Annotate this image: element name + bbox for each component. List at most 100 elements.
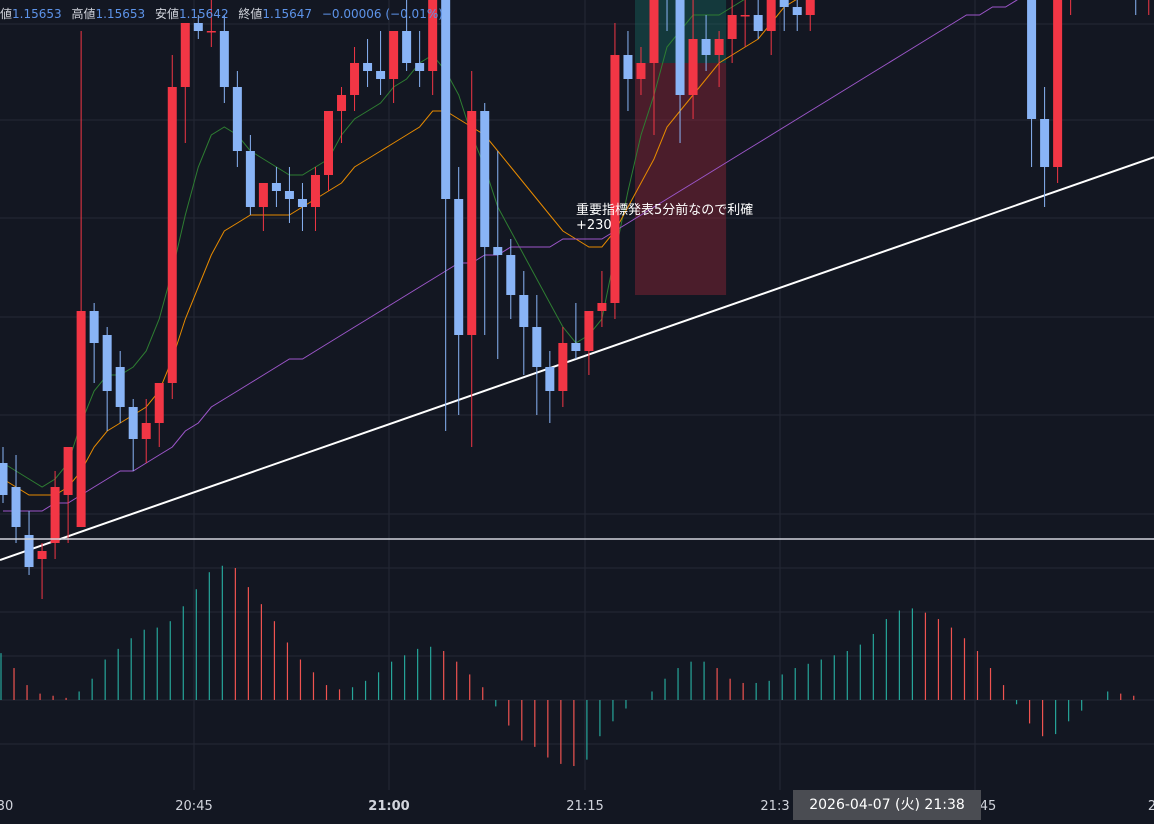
- candle-body: [1040, 119, 1050, 167]
- candle: [467, 71, 477, 447]
- candle: [1040, 87, 1050, 207]
- candle: [154, 383, 164, 447]
- candle-body: [128, 407, 138, 439]
- high-value: 1.15653: [95, 7, 146, 21]
- candle-body: [623, 55, 633, 79]
- candle: [805, 0, 815, 31]
- candle-body: [519, 295, 529, 327]
- candle-body: [493, 247, 503, 255]
- candle-body: [76, 311, 86, 527]
- candle-body: [467, 111, 477, 335]
- candle-body: [1027, 0, 1037, 119]
- candle: [324, 111, 333, 191]
- candle: [206, 0, 216, 47]
- grid: [0, 0, 1154, 790]
- candle-body: [297, 199, 307, 207]
- candle: [571, 303, 581, 359]
- candle: [441, 0, 451, 431]
- candle: [666, 0, 668, 31]
- candle-body: [558, 343, 568, 391]
- candle-body: [506, 255, 516, 295]
- candle-body: [350, 63, 360, 95]
- candle: [584, 311, 594, 375]
- candle-body: [610, 55, 620, 303]
- candle-body: [24, 535, 34, 567]
- trend-line[interactable]: [0, 156, 1154, 561]
- candle: [792, 0, 802, 31]
- candle: [688, 0, 698, 119]
- ma-slow-line: [3, 0, 1018, 512]
- open-value: 1.15653: [12, 7, 62, 21]
- candle-body: [89, 311, 99, 343]
- candle-body: [428, 0, 438, 71]
- candle: [597, 271, 607, 327]
- text-annotation[interactable]: 重要指標発表5分前なので利確 +230: [576, 203, 753, 233]
- candle: [297, 183, 307, 231]
- candle-body: [219, 31, 229, 87]
- candle-body: [545, 367, 555, 391]
- candle-body: [727, 15, 737, 39]
- candle: [415, 31, 425, 87]
- candle-body: [805, 0, 815, 15]
- candle-body: [532, 327, 542, 367]
- x-tick-label: 21:15: [566, 799, 604, 814]
- low-value: 1.15642: [178, 7, 229, 21]
- change-value: −0.00006 (−0.01%): [321, 7, 443, 21]
- candle: [219, 15, 229, 103]
- x-tick-label: 30: [0, 799, 14, 814]
- candle: [740, 0, 750, 47]
- candle-body: [258, 183, 268, 207]
- candle-body: [337, 95, 347, 111]
- candle-body: [154, 383, 164, 423]
- candle-body: [102, 335, 112, 391]
- ohlc-legend: 値1.15653 高値1.15653 安値1.15642 終値1.15647 −…: [0, 5, 449, 22]
- candle: [506, 239, 516, 319]
- candle-body: [232, 87, 242, 151]
- candle: [350, 47, 360, 111]
- candle: [180, 23, 190, 143]
- high-label: 高値: [71, 7, 96, 21]
- candle: [167, 55, 177, 399]
- candle-body: [271, 183, 281, 191]
- candle-body: [141, 423, 151, 439]
- candle: [1053, 0, 1063, 183]
- candle: [493, 151, 503, 359]
- candle-body: [284, 191, 294, 199]
- candle-body: [571, 343, 581, 351]
- candle: [480, 103, 490, 335]
- candle-body: [310, 175, 320, 207]
- candle: [284, 167, 294, 223]
- candle-body: [714, 39, 724, 55]
- candle-body: [636, 63, 646, 79]
- candle: [1135, 0, 1137, 15]
- candle-body: [180, 23, 190, 87]
- candle: [753, 0, 763, 39]
- candle-body: [480, 111, 490, 247]
- candle: [258, 183, 268, 231]
- candle: [727, 0, 737, 63]
- candle-body: [363, 63, 373, 71]
- candle-body: [193, 23, 203, 31]
- support-trendline: [0, 156, 1154, 561]
- candle: [623, 31, 633, 111]
- candle-body: [753, 15, 763, 31]
- candle: [766, 0, 776, 55]
- candle: [89, 303, 99, 383]
- candle: [389, 31, 399, 103]
- candle: [115, 351, 125, 423]
- candle: [37, 543, 47, 599]
- candle-body: [441, 0, 451, 199]
- candle-body: [792, 7, 802, 15]
- candle: [310, 167, 320, 231]
- candle: [649, 0, 659, 135]
- candle-body: [376, 71, 386, 79]
- candle-body: [206, 31, 216, 33]
- x-tick-label: 21:3: [760, 799, 790, 814]
- candle-body: [1053, 0, 1063, 168]
- candle: [779, 0, 789, 31]
- candle: [232, 71, 242, 167]
- candle-body: [701, 39, 711, 55]
- candle-body: [649, 0, 659, 63]
